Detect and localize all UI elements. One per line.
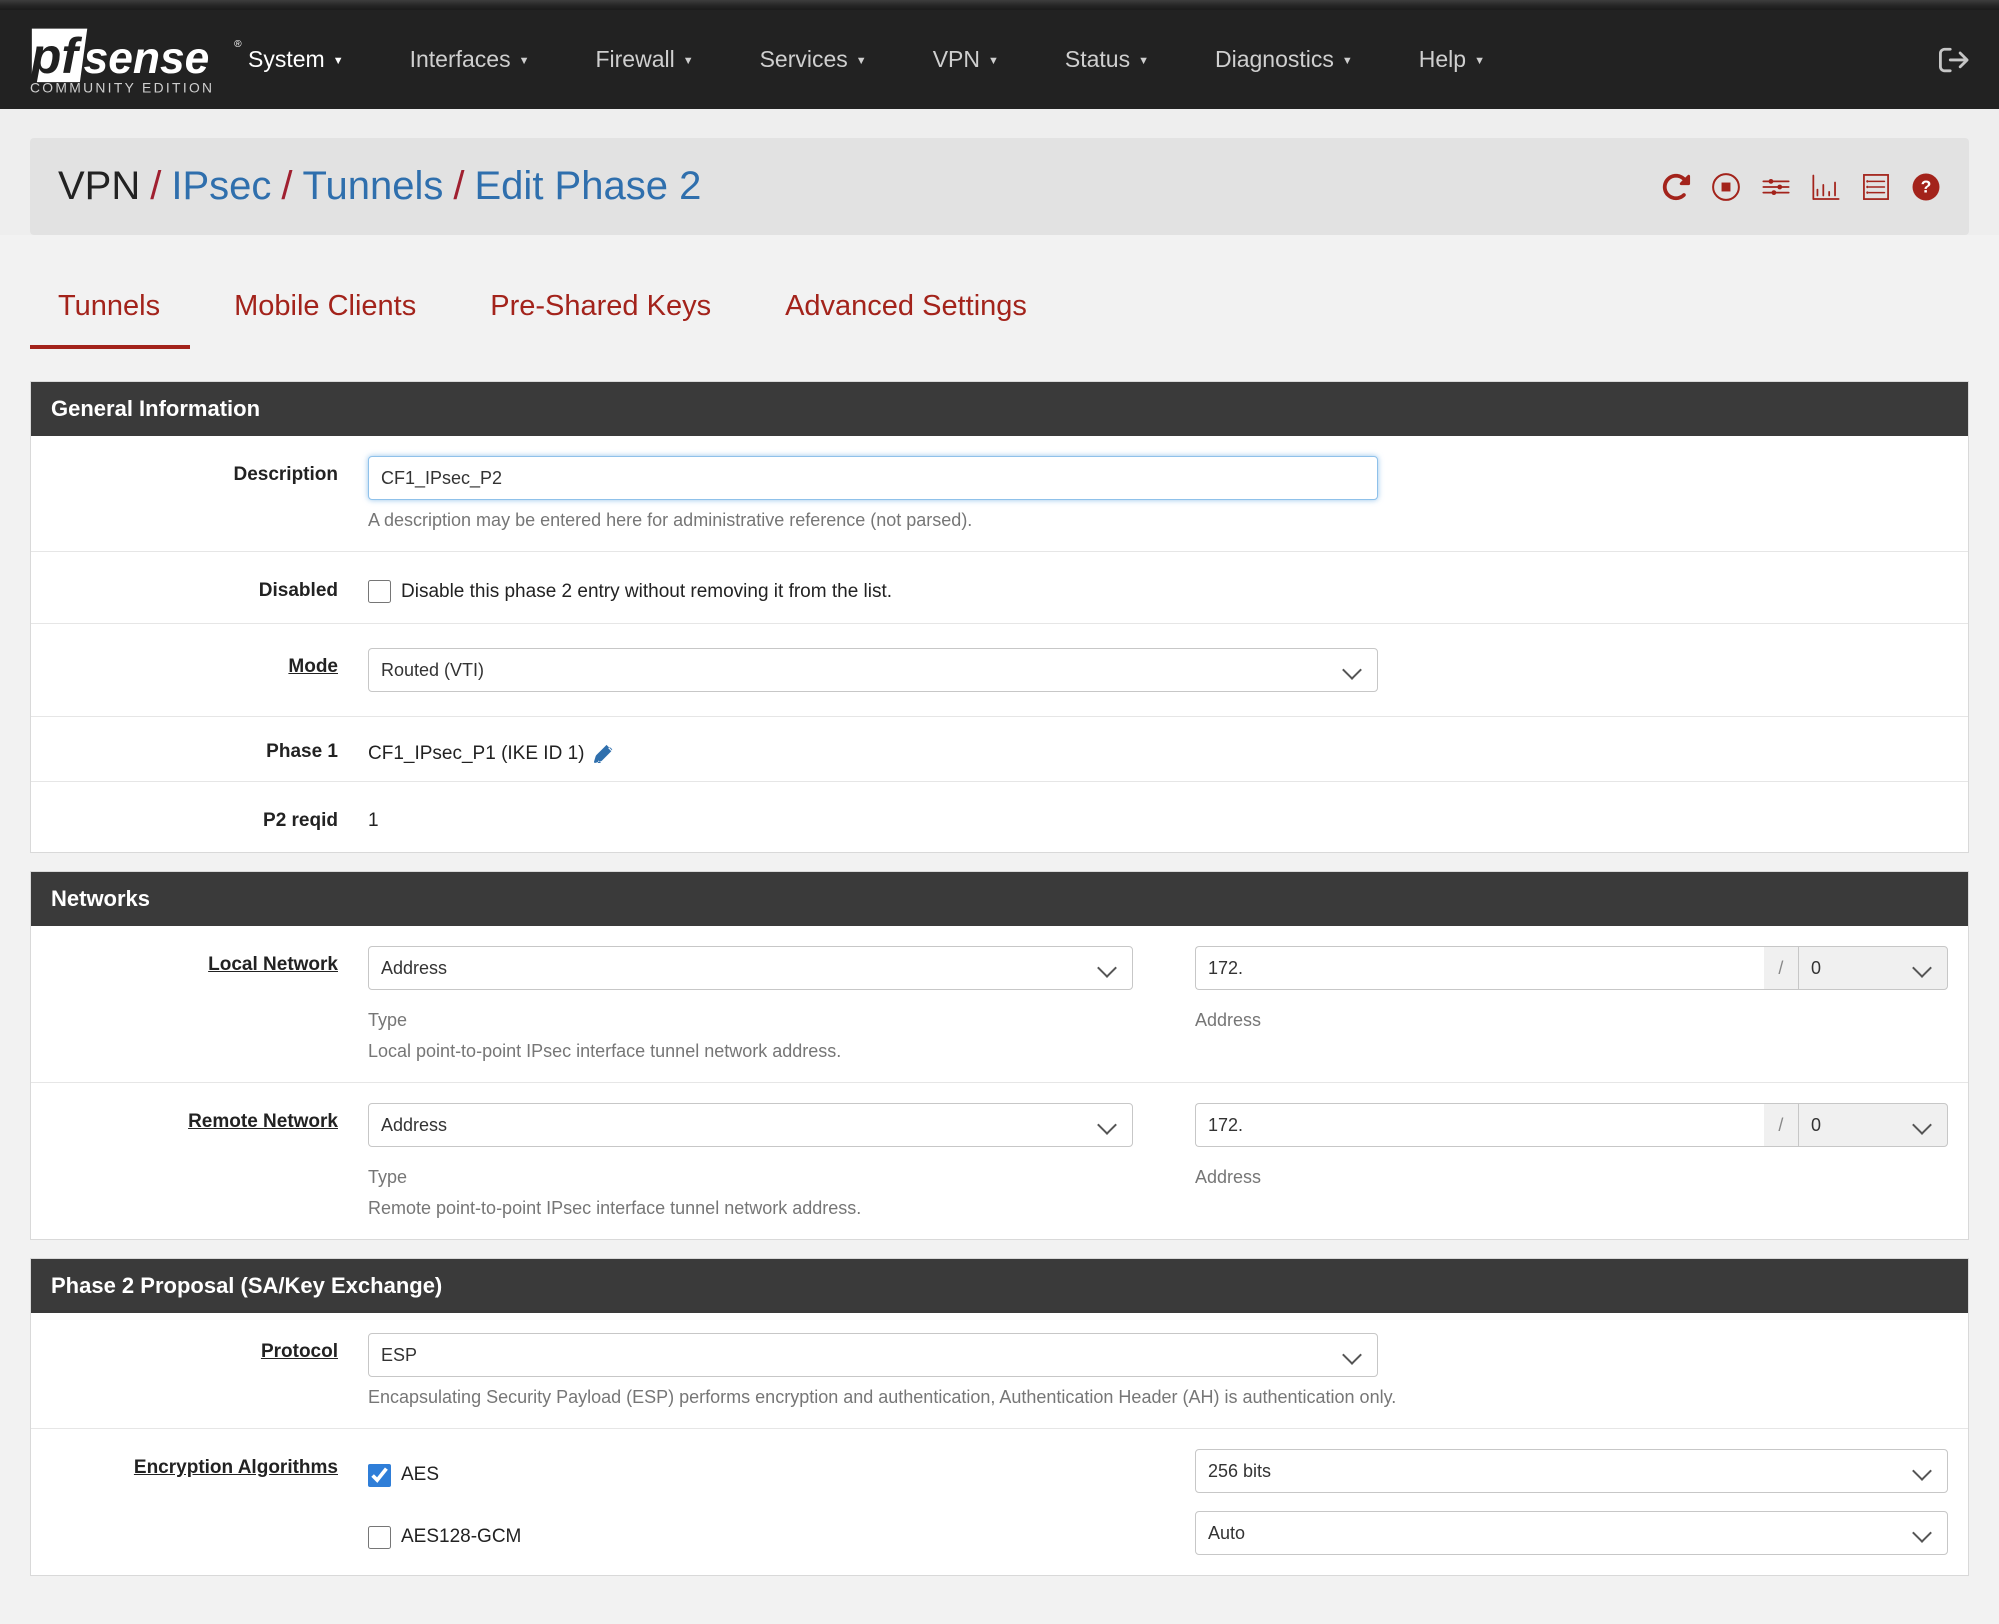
svg-text:®: ® xyxy=(234,39,242,50)
svg-text:?: ? xyxy=(1921,176,1932,196)
svg-text:COMMUNITY EDITION: COMMUNITY EDITION xyxy=(30,79,214,95)
svg-text:pf: pf xyxy=(30,27,82,83)
svg-text:sense: sense xyxy=(84,33,210,82)
